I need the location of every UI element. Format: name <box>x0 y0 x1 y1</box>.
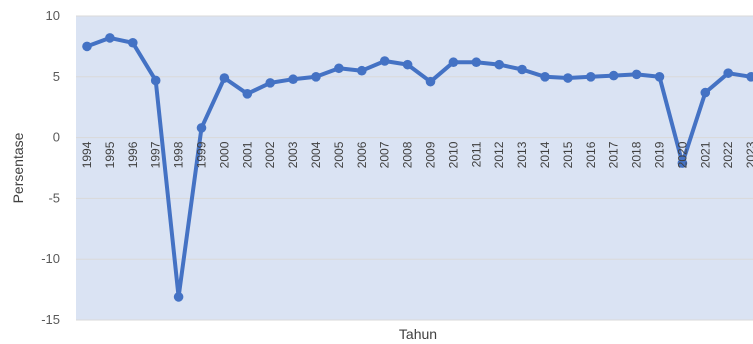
x-tick-label: 2020 <box>675 141 689 168</box>
data-point <box>173 292 184 302</box>
data-point <box>494 59 505 70</box>
y-axis-title: Persentase <box>10 132 26 203</box>
x-tick-label: 2000 <box>217 141 231 168</box>
x-tick-label: 2011 <box>469 141 483 167</box>
data-point <box>563 73 573 83</box>
x-tick-label: 2016 <box>584 141 598 168</box>
x-tick-label: 2005 <box>332 141 346 168</box>
x-tick-label: 2023 <box>744 141 753 168</box>
data-point <box>700 87 711 98</box>
x-tick-label: 1998 <box>172 141 186 168</box>
data-point <box>357 65 367 76</box>
data-point <box>82 41 92 52</box>
data-point <box>723 68 733 78</box>
data-point <box>265 78 276 88</box>
gridlines <box>76 15 753 321</box>
y-axis-ticks: 10 5 0 -5 -10 -15 <box>41 8 60 327</box>
x-tick-label: 1996 <box>126 141 140 168</box>
y-tick-label: 0 <box>53 130 60 145</box>
data-point <box>219 73 230 83</box>
x-axis-ticks: 1994 1995 1996 1997 1998 1999 2000 2001 2002 2003… <box>80 141 753 168</box>
y-tick-label: -10 <box>41 251 60 266</box>
x-tick-label: 2021 <box>698 141 712 168</box>
data-point <box>517 64 527 75</box>
y-tick-label: 5 <box>53 69 60 84</box>
data-point <box>540 72 550 82</box>
data-point <box>677 158 688 168</box>
data-point <box>105 33 115 43</box>
x-axis-title: Tahun <box>399 326 437 342</box>
data-point <box>196 123 207 133</box>
x-tick-label: 2019 <box>653 141 667 168</box>
y-tick-label: -15 <box>41 312 60 327</box>
data-point <box>128 37 138 48</box>
x-tick-label: 2017 <box>607 141 621 168</box>
data-point <box>288 74 298 85</box>
x-tick-label: 2004 <box>309 141 323 168</box>
x-tick-label: 2012 <box>492 141 506 168</box>
data-point <box>471 57 482 68</box>
plot-area <box>76 16 753 320</box>
x-tick-label: 2003 <box>286 141 300 168</box>
x-tick-label: 2018 <box>630 141 644 168</box>
x-tick-label: 2014 <box>538 141 552 168</box>
data-point <box>608 70 619 81</box>
x-tick-label: 2010 <box>446 141 460 168</box>
x-tick-label: 2006 <box>355 141 369 168</box>
x-tick-label: 2015 <box>561 141 575 168</box>
x-tick-label: 2013 <box>515 141 529 168</box>
data-point <box>379 56 390 66</box>
data-point <box>334 63 344 74</box>
x-tick-label: 1994 <box>80 141 94 168</box>
x-tick-label: 2001 <box>240 141 254 168</box>
data-point <box>746 72 753 82</box>
x-tick-label: 2022 <box>721 141 735 168</box>
x-tick-label: 2009 <box>424 141 438 168</box>
data-point <box>311 72 321 82</box>
x-tick-label: 2002 <box>263 141 277 168</box>
series-layer <box>82 33 753 302</box>
data-point <box>150 75 161 86</box>
data-point <box>654 72 665 82</box>
data-point <box>631 69 642 80</box>
data-point <box>586 72 596 82</box>
data-point <box>448 57 459 68</box>
x-tick-label: 1997 <box>149 141 163 168</box>
data-point <box>242 89 253 99</box>
data-point <box>402 59 413 70</box>
data-point <box>425 76 436 87</box>
x-tick-label: 1995 <box>103 141 117 168</box>
x-tick-label: 2008 <box>401 141 415 168</box>
x-tick-label: 2007 <box>378 141 392 168</box>
y-tick-label: -5 <box>48 190 60 205</box>
y-tick-label: 10 <box>46 8 60 23</box>
x-tick-label: 1999 <box>195 141 209 168</box>
